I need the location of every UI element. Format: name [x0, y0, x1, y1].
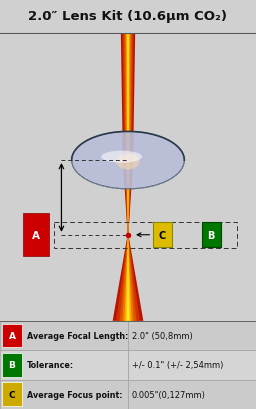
Polygon shape: [127, 161, 129, 235]
Ellipse shape: [101, 151, 142, 163]
Polygon shape: [124, 235, 132, 321]
Ellipse shape: [116, 154, 140, 170]
Polygon shape: [116, 235, 140, 321]
Text: B: B: [208, 230, 215, 240]
Polygon shape: [122, 235, 134, 321]
FancyBboxPatch shape: [0, 351, 256, 380]
Polygon shape: [126, 235, 130, 321]
Polygon shape: [125, 161, 131, 235]
Text: C: C: [9, 390, 15, 399]
Polygon shape: [124, 35, 132, 161]
Ellipse shape: [72, 132, 184, 189]
Polygon shape: [125, 35, 131, 161]
Polygon shape: [127, 161, 129, 235]
FancyBboxPatch shape: [0, 380, 256, 409]
Text: Average Focal Length:: Average Focal Length:: [27, 331, 128, 340]
Text: B: B: [9, 361, 15, 369]
Polygon shape: [127, 235, 129, 321]
Polygon shape: [127, 35, 129, 161]
Text: A: A: [32, 230, 40, 240]
Polygon shape: [113, 235, 143, 321]
FancyBboxPatch shape: [23, 213, 49, 257]
Text: 0.005"(0,127mm): 0.005"(0,127mm): [132, 390, 206, 399]
FancyBboxPatch shape: [2, 382, 22, 406]
Polygon shape: [120, 235, 136, 321]
FancyBboxPatch shape: [2, 324, 22, 348]
Polygon shape: [127, 35, 129, 161]
Text: +/- 0.1" (+/- 2,54mm): +/- 0.1" (+/- 2,54mm): [132, 361, 223, 369]
Text: Tolerance:: Tolerance:: [27, 361, 74, 369]
FancyBboxPatch shape: [2, 353, 22, 377]
Polygon shape: [126, 161, 130, 235]
Text: 2.0″ Lens Kit (10.6μm CO₂): 2.0″ Lens Kit (10.6μm CO₂): [28, 10, 228, 23]
FancyBboxPatch shape: [202, 223, 221, 247]
Polygon shape: [122, 35, 134, 161]
Text: A: A: [8, 331, 16, 340]
Polygon shape: [126, 35, 130, 161]
Polygon shape: [124, 161, 132, 235]
Text: 2.0" (50,8mm): 2.0" (50,8mm): [132, 331, 193, 340]
Polygon shape: [121, 35, 135, 161]
Text: C: C: [159, 230, 166, 240]
FancyBboxPatch shape: [0, 321, 256, 351]
Text: Average Focus point:: Average Focus point:: [27, 390, 122, 399]
FancyBboxPatch shape: [153, 223, 172, 247]
Polygon shape: [123, 161, 133, 235]
